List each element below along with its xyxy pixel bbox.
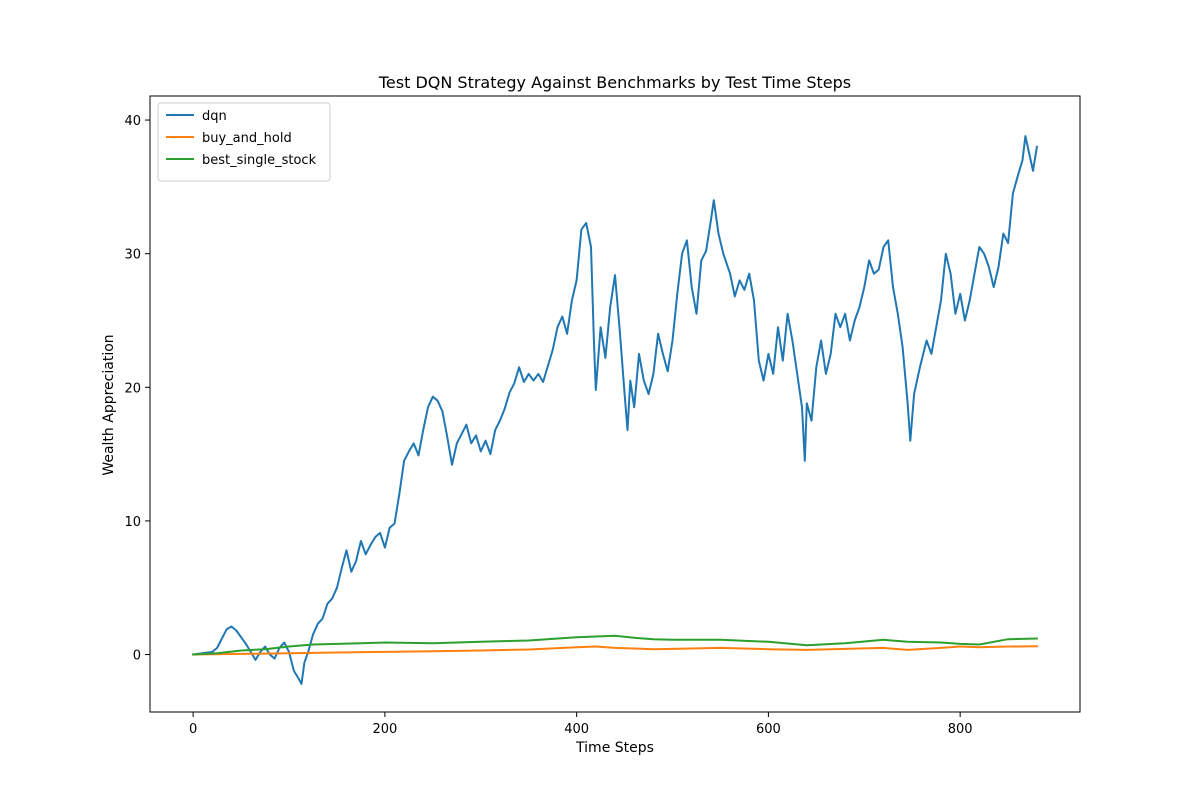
legend-label-buy_and_hold: buy_and_hold — [202, 131, 292, 146]
axes-frame — [149, 95, 1081, 713]
y-tick-label: 40 — [124, 114, 141, 129]
x-tick-label: 800 — [948, 722, 973, 737]
x-tick-label: 600 — [756, 722, 781, 737]
chart-title: Test DQN Strategy Against Benchmarks by … — [378, 73, 851, 92]
series-line-dqn — [191, 135, 1039, 685]
y-tick-label: 30 — [124, 248, 141, 263]
legend: dqn buy_and_hold best_single_stock — [157, 102, 331, 182]
x-axis-label: Time Steps — [575, 740, 654, 756]
x-tick-label: 400 — [564, 722, 589, 737]
x-tick-label: 200 — [372, 722, 397, 737]
plot-area: 0 200 400 600 800 0 10 20 30 40 — [124, 95, 1081, 737]
legend-box — [157, 102, 331, 182]
y-tick-label: 0 — [133, 649, 141, 664]
y-tick-label: 20 — [124, 381, 141, 396]
x-tick-label: 0 — [189, 722, 197, 737]
series-line-best_single_stock — [192, 634, 1038, 656]
legend-label-dqn: dqn — [202, 109, 227, 124]
y-axis-label: Wealth Appreciation — [101, 334, 117, 475]
series-line-buy_and_hold — [192, 645, 1038, 656]
y-tick-label: 10 — [124, 515, 141, 530]
legend-label-best_single_stock: best_single_stock — [202, 153, 317, 168]
